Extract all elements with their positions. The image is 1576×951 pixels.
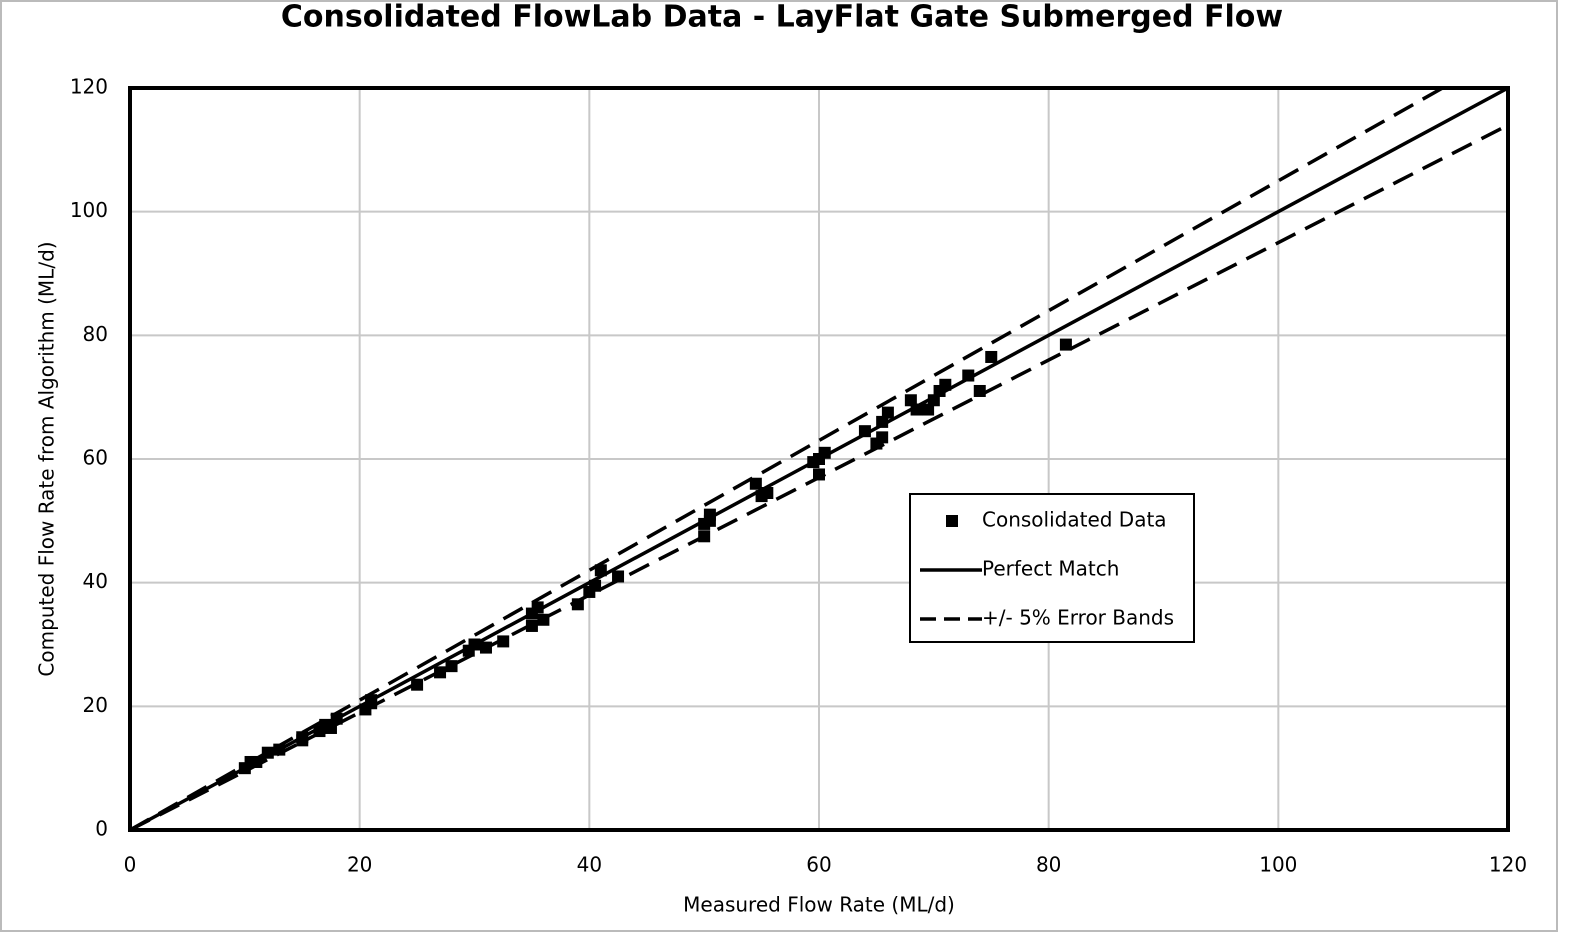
x-tick-label: 0 (124, 853, 137, 877)
y-tick-label: 20 (83, 693, 108, 717)
y-tick-label: 120 (70, 75, 108, 99)
data-point (479, 641, 492, 654)
data-point (858, 425, 871, 438)
y-tick-label: 0 (95, 817, 108, 841)
data-point (537, 613, 550, 626)
legend-label: Consolidated Data (982, 508, 1167, 532)
data-point (497, 635, 510, 648)
x-tick-label: 120 (1489, 853, 1527, 877)
data-point (703, 508, 716, 521)
data-point (594, 564, 607, 577)
data-point (525, 619, 538, 632)
data-point (411, 678, 424, 691)
y-axis-label: Computed Flow Rate from Algorithm (ML/d) (35, 241, 59, 676)
data-point (910, 403, 923, 416)
data-point (985, 350, 998, 363)
chart-frame (0, 0, 1558, 932)
x-tick-label: 40 (577, 853, 602, 877)
data-point (876, 415, 889, 428)
data-point (876, 431, 889, 444)
data-point (922, 403, 935, 416)
y-tick-label: 100 (70, 198, 108, 222)
legend-label: +/- 5% Error Bands (982, 606, 1174, 630)
x-tick-label: 80 (1036, 853, 1061, 877)
x-tick-label: 20 (347, 853, 372, 877)
y-tick-label: 60 (83, 446, 108, 470)
data-point (749, 477, 762, 490)
data-point (250, 755, 263, 768)
data-point (324, 721, 337, 734)
data-point (434, 666, 447, 679)
data-point (273, 743, 286, 756)
data-point (818, 446, 831, 459)
plot-border (128, 86, 1510, 832)
data-point (589, 579, 602, 592)
data-point (445, 660, 458, 673)
data-point (973, 384, 986, 397)
y-tick-label: 40 (83, 569, 108, 593)
data-point (939, 378, 952, 391)
data-point (612, 570, 625, 583)
data-point (962, 369, 975, 382)
data-point (365, 694, 378, 707)
data-point (1059, 338, 1072, 351)
data-point (571, 598, 584, 611)
data-point (698, 530, 711, 543)
data-point (927, 394, 940, 407)
data-point (881, 406, 894, 419)
data-point (813, 468, 825, 481)
x-axis-label: Measured Flow Rate (ML/d) (683, 893, 955, 917)
legend-label: Perfect Match (982, 557, 1119, 581)
chart-title: Consolidated FlowLab Data - LayFlat Gate… (281, 0, 1283, 35)
y-tick-label: 80 (83, 322, 108, 346)
data-point (531, 601, 544, 614)
data-point (296, 731, 309, 744)
data-point (468, 638, 481, 651)
legend-swatch (946, 515, 958, 527)
x-tick-label: 100 (1259, 853, 1297, 877)
data-point (261, 746, 274, 759)
x-tick-label: 60 (806, 853, 831, 877)
data-point (761, 487, 774, 500)
data-point (904, 394, 917, 407)
data-point (330, 712, 343, 725)
